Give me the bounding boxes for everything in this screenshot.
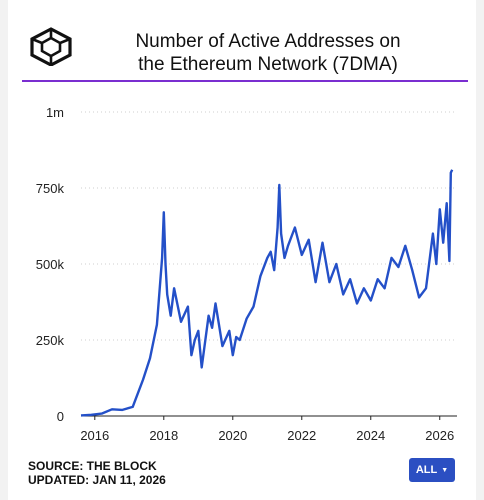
chart-title-line-1: Number of Active Addresses on <box>135 31 401 52</box>
source-info: SOURCE: THE BLOCK UPDATED: JAN 11, 2026 <box>28 459 166 487</box>
source-label: SOURCE: THE BLOCK <box>28 459 157 473</box>
y-tick-label: 750k <box>36 181 65 196</box>
chart-title-line-2: the Ethereum Network (7DMA) <box>138 54 398 75</box>
x-tick-label: 2022 <box>287 428 316 443</box>
caret-down-icon: ▼ <box>441 466 449 474</box>
x-tick-label: 2024 <box>356 428 385 443</box>
y-tick-label: 0 <box>57 409 64 424</box>
x-tick-label: 2016 <box>80 428 109 443</box>
x-tick-label: 2020 <box>218 428 247 443</box>
y-tick-label: 1m <box>46 105 64 120</box>
x-tick-label: 2026 <box>425 428 454 443</box>
series-line <box>80 169 454 417</box>
chart-card: Number of Active Addresses on the Ethere… <box>8 0 476 500</box>
updated-label: UPDATED: JAN 11, 2026 <box>28 473 166 487</box>
line-chart: 0 250k 500k 750k 1m 2016 2018 2020 2022 2024 2026 <box>36 105 457 443</box>
y-tick-label: 500k <box>36 257 65 272</box>
title-divider <box>22 80 468 82</box>
range-button-label: ALL <box>415 464 438 476</box>
x-tick-label: 2018 <box>149 428 178 443</box>
range-dropdown-button[interactable]: ALL ▼ <box>409 458 455 482</box>
chart-title: Number of Active Addresses on the Ethere… <box>88 30 448 76</box>
cube-logo-icon <box>30 27 72 66</box>
y-tick-label: 250k <box>36 333 65 348</box>
